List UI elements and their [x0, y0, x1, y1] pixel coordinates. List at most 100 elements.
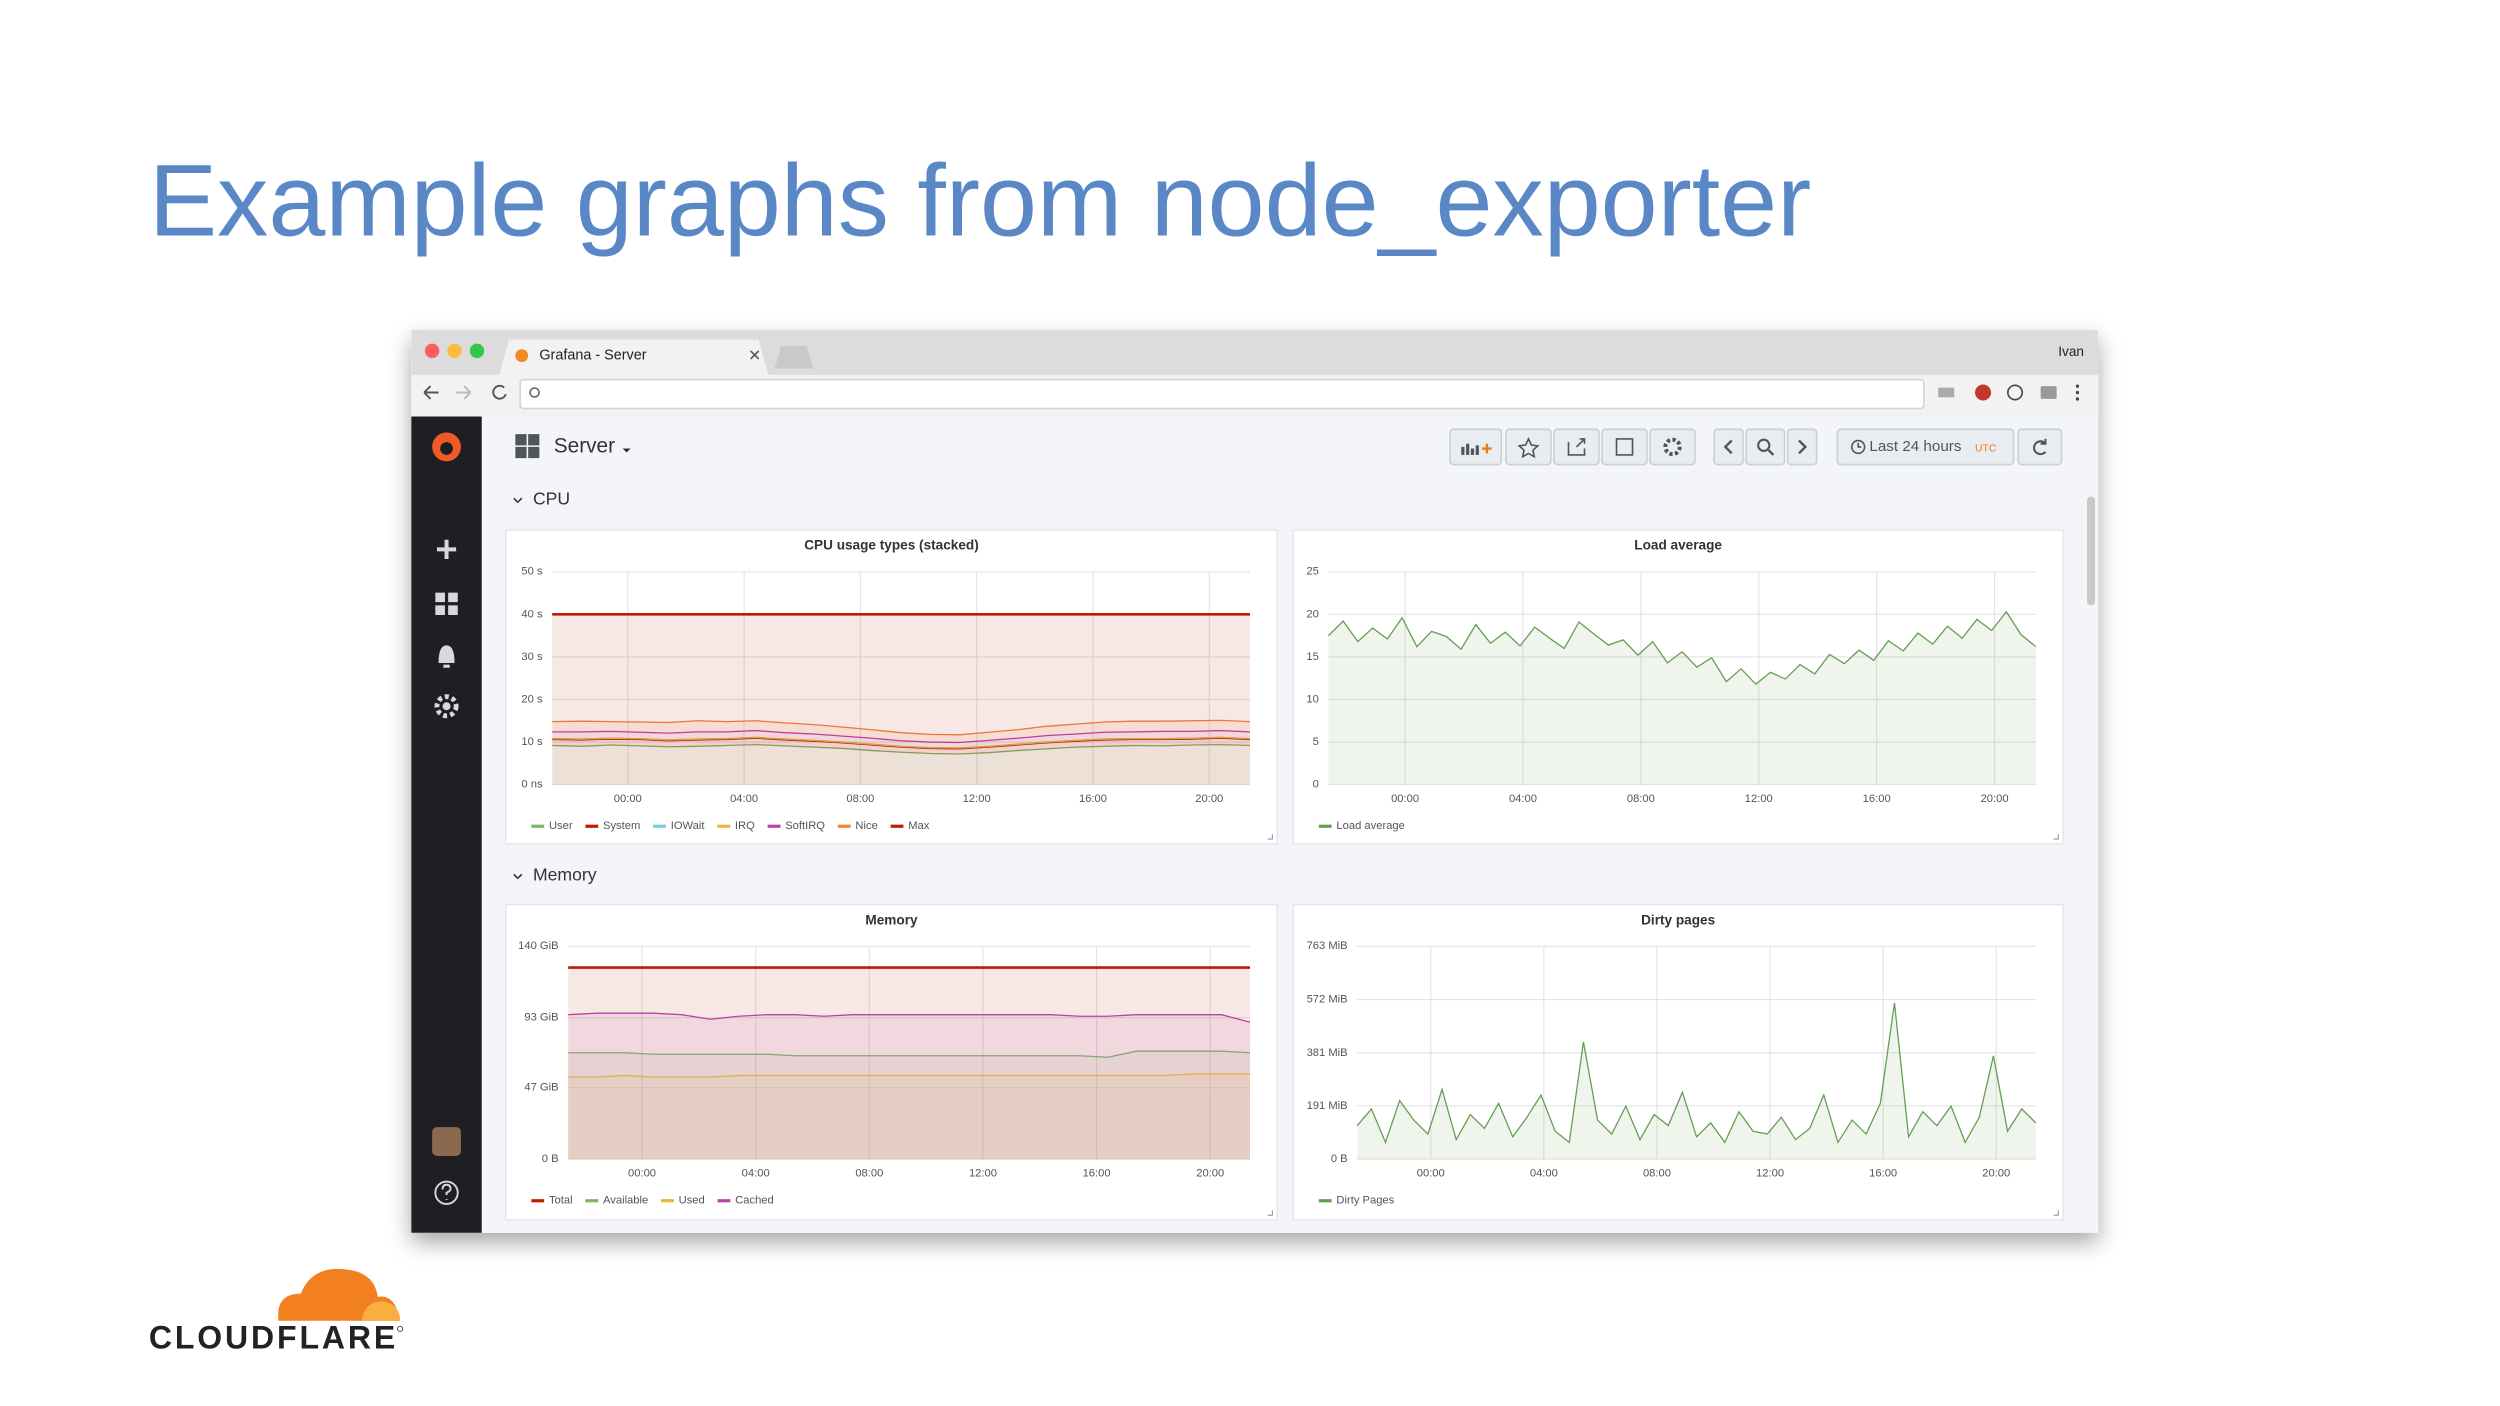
tab-close[interactable]: [750, 350, 760, 360]
panel: Dirty pages 0 B 191 MiB 381 MiB 572 MiB 763 M…: [1292, 904, 2064, 1221]
x-tick-label: 04:00: [1509, 793, 1537, 805]
row-title[interactable]: Memory: [533, 865, 597, 885]
new-tab[interactable]: [774, 346, 814, 369]
slide-title: Example graphs from node_exporter: [149, 143, 1811, 258]
dashboard-toolbar: Last 24 hours UTC: [1449, 428, 2063, 466]
panel: Memory 0 B 47 GiB 93 GiB 140 GiB 00:00 04:00 08…: [505, 904, 1278, 1221]
help-icon[interactable]: [434, 1180, 459, 1205]
x-tick-label: 12:00: [1756, 1168, 1784, 1180]
series-area: [1357, 1002, 2036, 1160]
refresh-button[interactable]: [2017, 428, 2063, 466]
x-tick-label: 04:00: [1530, 1168, 1558, 1180]
add-panel-button[interactable]: [1449, 428, 1503, 466]
x-tick-label: 20:00: [1981, 793, 2009, 805]
settings-button[interactable]: [1649, 428, 1696, 466]
y-tick-label: 40 s: [521, 608, 543, 620]
series-line: [552, 743, 1251, 755]
x-tick-label: 00:00: [628, 1168, 656, 1180]
prev-icon: [1723, 439, 1733, 455]
next-button[interactable]: [1786, 428, 1818, 466]
logo-cloud-small: [361, 1301, 401, 1321]
save-button[interactable]: [1601, 428, 1648, 466]
y-tick-label: 50 s: [521, 566, 543, 578]
series-line: [1356, 1002, 2037, 1145]
panel-title: Load average: [1634, 538, 1722, 553]
zoom-button[interactable]: [1745, 428, 1786, 466]
zoom-icon: [1757, 438, 1771, 452]
tab-title: Grafana - Server: [539, 347, 646, 363]
y-tick-label: 572 MiB: [1307, 994, 1348, 1006]
x-tick-label: 00:00: [614, 793, 642, 805]
adblock-icon[interactable]: [1975, 384, 1992, 401]
tab[interactable]: [499, 339, 769, 375]
y-tick-label: 20 s: [521, 693, 543, 705]
x-tick-label: 08:00: [1627, 793, 1655, 805]
x-tick-label: 04:00: [730, 793, 758, 805]
series-line: [552, 736, 1251, 749]
time-range: Last 24 hours: [1869, 438, 1961, 455]
favicon: [515, 349, 529, 363]
legend-label: IOWait: [671, 820, 706, 832]
row-chevron[interactable]: [513, 497, 523, 504]
settings-icon: [1663, 437, 1682, 457]
y-tick-label: 140 GiB: [518, 940, 558, 952]
ext-icon[interactable]: [2007, 384, 2024, 401]
avatar[interactable]: [432, 1127, 461, 1156]
resize-handle: [1267, 834, 1273, 840]
max-dot[interactable]: [469, 343, 485, 359]
dropdown-caret[interactable]: [622, 448, 631, 453]
panel-frame: [505, 904, 1278, 1221]
star-button[interactable]: [1505, 428, 1552, 466]
legend-label: Total: [549, 1195, 573, 1207]
panel-title: Memory: [865, 912, 918, 927]
x-tick-label: 12:00: [969, 1168, 997, 1180]
row-chevron[interactable]: [513, 873, 523, 880]
settings-icon[interactable]: [434, 694, 459, 719]
series-line: [568, 1050, 1251, 1058]
y-tick-label: 0 B: [542, 1153, 559, 1165]
series-area: [1328, 611, 2036, 785]
camera-icon[interactable]: [2040, 386, 2057, 399]
logo-registered: [397, 1325, 404, 1332]
time-picker[interactable]: [1836, 428, 2015, 466]
help-glyph: [441, 1183, 452, 1200]
create-icon[interactable]: [436, 539, 457, 559]
legend-label: Dirty Pages: [1336, 1195, 1394, 1207]
prev-button[interactable]: [1713, 428, 1744, 466]
forward-button[interactable]: [456, 385, 472, 400]
scrollbar[interactable]: [2087, 496, 2096, 606]
legend-label: User: [549, 820, 573, 832]
series-line: [552, 719, 1251, 736]
panel-frame: [505, 529, 1278, 845]
dashboard-icon: [515, 434, 540, 459]
y-tick-label: 0: [1313, 779, 1319, 791]
sidebar: [411, 416, 482, 1233]
dashboard-title[interactable]: Server: [554, 434, 615, 457]
panel: CPU usage types (stacked) 0 ns 10 s 20 s 30 …: [505, 529, 1278, 845]
series-area: [552, 730, 1250, 749]
address-bar[interactable]: [519, 378, 1925, 410]
x-tick-label: 16:00: [1079, 793, 1107, 805]
zoom-handle: [1767, 449, 1775, 456]
resize-handle: [1267, 1210, 1273, 1216]
y-tick-label: 25: [1306, 566, 1318, 578]
close-dot[interactable]: [424, 343, 440, 359]
reload-button[interactable]: [492, 384, 507, 400]
dashboards-icon[interactable]: [435, 592, 458, 615]
x-tick-label: 08:00: [846, 793, 874, 805]
alerts-icon[interactable]: [438, 645, 455, 668]
ext-icon[interactable]: [1938, 387, 1955, 398]
x-tick-label: 08:00: [1643, 1168, 1671, 1180]
series-line: [568, 1012, 1251, 1023]
share-button[interactable]: [1553, 428, 1600, 466]
x-tick-label: 00:00: [1417, 1168, 1445, 1180]
resize-handle: [2053, 834, 2059, 840]
back-button[interactable]: [423, 385, 439, 400]
series-area: [568, 1073, 1250, 1160]
series-area: [568, 1051, 1250, 1160]
row-title[interactable]: CPU: [533, 488, 570, 508]
y-tick-label: 30 s: [521, 651, 543, 663]
panels: CPU usage types (stacked) 0 ns 10 s 20 s 30 …: [505, 529, 2064, 1221]
grafana-logo-inner: [440, 442, 453, 455]
min-dot[interactable]: [447, 343, 462, 359]
